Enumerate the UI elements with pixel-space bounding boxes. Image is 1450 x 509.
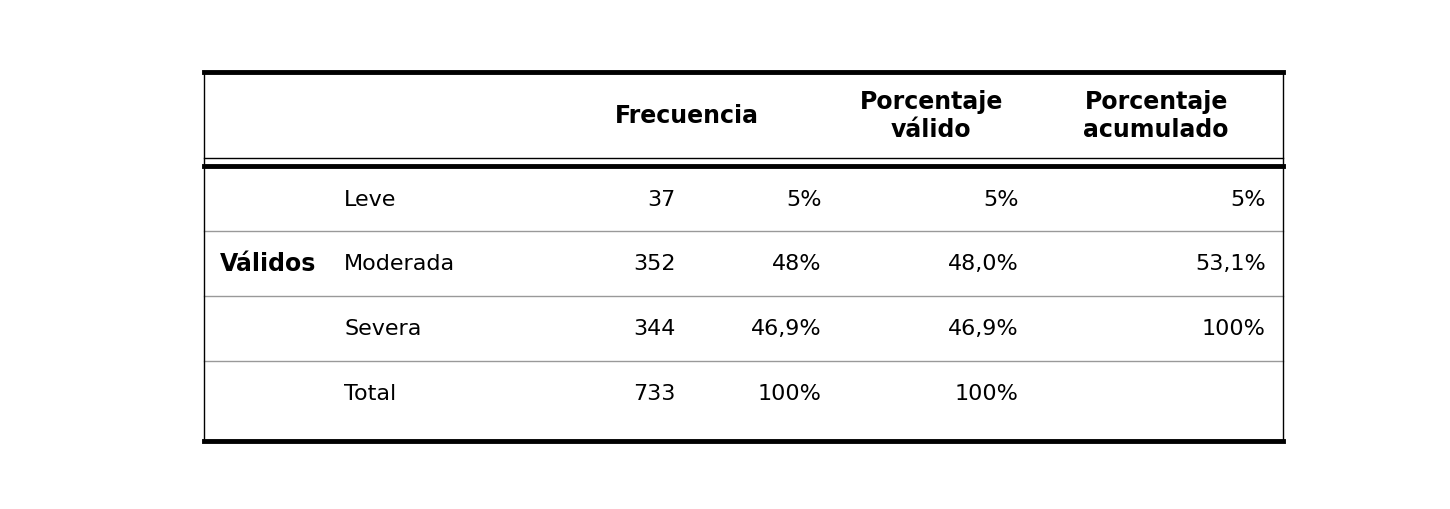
Text: Severa: Severa bbox=[344, 319, 422, 338]
Text: 100%: 100% bbox=[954, 383, 1018, 403]
Text: 48%: 48% bbox=[773, 254, 822, 274]
Text: Frecuencia: Frecuencia bbox=[615, 104, 758, 128]
Text: 37: 37 bbox=[648, 189, 676, 209]
Text: Moderada: Moderada bbox=[344, 254, 455, 274]
Text: 5%: 5% bbox=[1230, 189, 1266, 209]
Text: Total: Total bbox=[344, 383, 396, 403]
Text: 352: 352 bbox=[634, 254, 676, 274]
Text: Porcentaje
válido: Porcentaje válido bbox=[860, 90, 1003, 142]
Text: 5%: 5% bbox=[786, 189, 822, 209]
Text: 344: 344 bbox=[634, 319, 676, 338]
Text: 46,9%: 46,9% bbox=[948, 319, 1018, 338]
Text: Leve: Leve bbox=[344, 189, 396, 209]
Text: 53,1%: 53,1% bbox=[1195, 254, 1266, 274]
Text: 5%: 5% bbox=[983, 189, 1018, 209]
Text: 100%: 100% bbox=[758, 383, 822, 403]
Text: Válidos: Válidos bbox=[220, 252, 316, 276]
Text: 48,0%: 48,0% bbox=[948, 254, 1018, 274]
Text: 100%: 100% bbox=[1202, 319, 1266, 338]
Text: 733: 733 bbox=[634, 383, 676, 403]
Text: 46,9%: 46,9% bbox=[751, 319, 822, 338]
Text: Porcentaje
acumulado: Porcentaje acumulado bbox=[1083, 90, 1228, 142]
